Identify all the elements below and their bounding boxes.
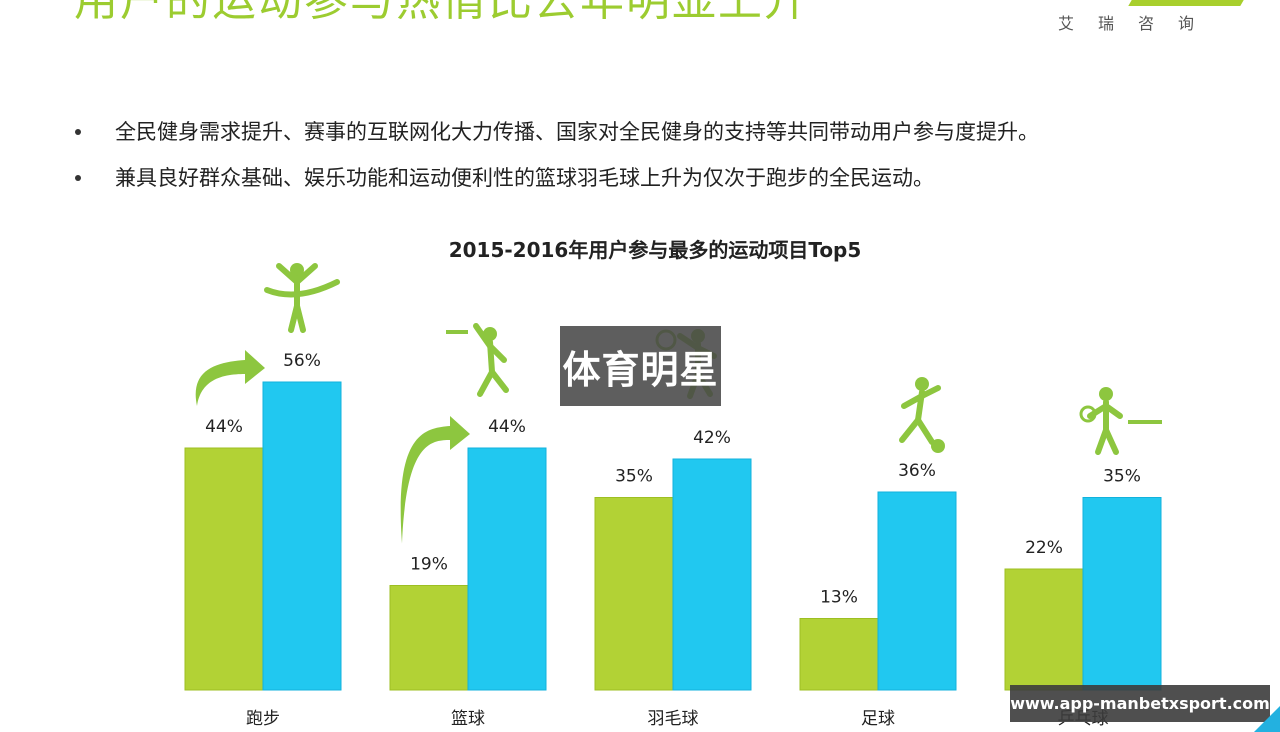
runner-icon <box>264 263 340 333</box>
bars-layer: 44%56%跑步19%44%篮球35%42%羽毛球13%36%足球22%35%乒… <box>184 351 1162 729</box>
bar <box>262 381 342 691</box>
bar <box>799 618 879 691</box>
paddle-icon <box>1079 405 1097 423</box>
data-label: 35% <box>1103 467 1141 487</box>
slide-headline: 用户的运动参与热情比去年明显上升 <box>74 0 810 26</box>
data-label: 36% <box>898 461 936 481</box>
chart-title: 2015-2016年用户参与最多的运动项目Top5 <box>449 238 862 262</box>
bullet-text: 兼具良好群众基础、娱乐功能和运动便利性的篮球羽毛球上升为仅次于跑步的全民运动。 <box>115 166 934 190</box>
iresearch-logo: 艾瑞咨询 <box>1040 0 1244 40</box>
logo-text: 艾瑞咨询 <box>1058 14 1219 33</box>
watermark-overlay: 体育明星 <box>560 326 721 406</box>
bullet-dot <box>75 175 81 181</box>
table-tennis-player-icon <box>1087 387 1123 455</box>
ping-pong-table-icon <box>1128 420 1162 424</box>
data-label: 13% <box>820 588 858 608</box>
data-label: 19% <box>410 555 448 575</box>
category-label: 足球 <box>861 709 895 729</box>
up-arrow-icon <box>195 350 265 406</box>
category-label: 篮球 <box>451 709 485 729</box>
data-label: 44% <box>205 417 243 437</box>
site-url-overlay[interactable]: www.app-manbetxsport.com <box>1010 685 1270 722</box>
up-arrow-icon <box>400 416 470 544</box>
bar <box>1082 497 1162 691</box>
bar <box>184 447 264 691</box>
bullet-dot <box>75 129 81 135</box>
soccer-player-icon <box>899 377 941 445</box>
icons-layer <box>195 263 1162 544</box>
data-label: 35% <box>615 467 653 487</box>
basketball-player-icon <box>473 323 509 397</box>
bullet-text: 全民健身需求提升、赛事的互联网化大力传播、国家对全民健身的支持等共同带动用户参与… <box>115 120 1039 144</box>
bar <box>672 458 752 691</box>
bar <box>467 447 547 691</box>
soccer-ball-icon <box>931 439 945 453</box>
data-label: 44% <box>488 417 526 437</box>
corner-decoration <box>1254 706 1280 732</box>
data-label: 56% <box>283 351 321 371</box>
bar <box>877 491 957 691</box>
bar <box>594 497 674 691</box>
category-label: 羽毛球 <box>648 709 699 729</box>
category-label: 跑步 <box>246 709 280 729</box>
data-label: 22% <box>1025 538 1063 558</box>
data-label: 42% <box>693 428 731 448</box>
bar <box>1004 568 1084 691</box>
bar <box>389 585 469 691</box>
hoop-icon <box>446 330 468 334</box>
